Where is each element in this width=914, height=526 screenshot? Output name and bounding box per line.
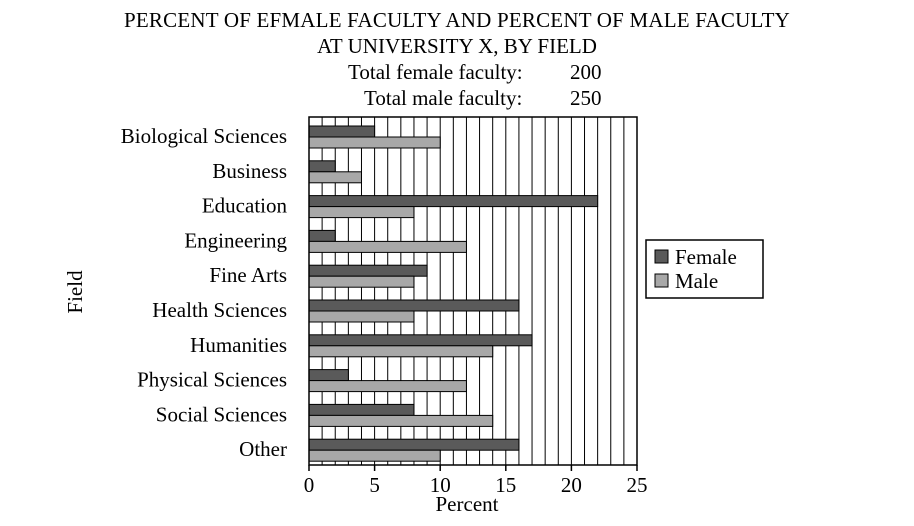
- x-tick-label: 15: [495, 473, 516, 497]
- bar-male-humanities: [308, 345, 494, 358]
- bar-female-physical-sciences: [308, 369, 349, 382]
- total-female-value: 200: [570, 60, 602, 84]
- bar-male-engineering: [308, 240, 467, 253]
- y-tick-label: Other: [239, 437, 287, 461]
- x-tick-label: 20: [561, 473, 582, 497]
- y-tick-label: Health Sciences: [152, 298, 287, 322]
- x-tick-label: 0: [304, 473, 315, 497]
- bar-female-health-sciences: [308, 299, 520, 312]
- legend-label-male: Male: [675, 269, 718, 293]
- bar-female-other: [308, 438, 520, 451]
- y-tick-label: Fine Arts: [209, 263, 287, 287]
- chart-title-line-1: PERCENT OF EFMALE FACULTY AND PERCENT OF…: [124, 8, 790, 32]
- total-female-label: Total female faculty:: [348, 60, 523, 84]
- chart-title-line-2: AT UNIVERSITY X, BY FIELD: [0, 34, 914, 58]
- total-male-value: 250: [570, 86, 602, 110]
- bar-male-biological-sciences: [308, 136, 441, 149]
- y-tick-label: Education: [202, 194, 288, 218]
- total-male-label: Total male faculty:: [364, 86, 523, 110]
- bar-male-education: [308, 206, 415, 219]
- bar-female-biological-sciences: [308, 125, 376, 138]
- chart-title-line-2-text: AT UNIVERSITY X, BY FIELD: [317, 34, 597, 58]
- x-axis-label: Percent: [436, 492, 499, 516]
- y-tick-label: Business: [212, 159, 287, 183]
- bar-female-education: [308, 195, 599, 208]
- bar-male-business: [308, 171, 362, 184]
- legend: Female Male: [645, 239, 764, 299]
- x-axis-ticks: 0 5 10 15 20 25: [304, 465, 648, 497]
- bar-male-other: [308, 449, 441, 462]
- y-tick-label: Humanities: [190, 333, 287, 357]
- legend-swatch-male: [654, 273, 669, 288]
- x-tick-label: 10: [430, 473, 451, 497]
- y-tick-label: Engineering: [184, 228, 287, 252]
- bar-male-fine-arts: [308, 275, 415, 288]
- y-tick-label: Physical Sciences: [137, 368, 287, 392]
- y-axis-labels: Biological Sciences Business Education Engi…: [121, 124, 288, 461]
- bar-female-business: [308, 160, 336, 173]
- x-tick-label: 25: [627, 473, 648, 497]
- bar-female-humanities: [308, 334, 533, 347]
- plot-frame: [308, 116, 638, 466]
- y-axis-label: Field: [63, 270, 87, 314]
- bar-female-fine-arts: [308, 264, 428, 277]
- y-tick-label: Social Sciences: [156, 402, 287, 426]
- chart-bars: [308, 125, 599, 462]
- y-tick-label: Biological Sciences: [121, 124, 287, 148]
- bar-male-social-sciences: [308, 414, 494, 427]
- bar-male-health-sciences: [308, 310, 415, 323]
- bar-female-social-sciences: [308, 403, 415, 416]
- legend-label-female: Female: [675, 245, 737, 269]
- bar-male-physical-sciences: [308, 380, 467, 393]
- x-tick-label: 5: [369, 473, 380, 497]
- legend-swatch-female: [654, 249, 669, 264]
- bar-female-engineering: [308, 229, 336, 242]
